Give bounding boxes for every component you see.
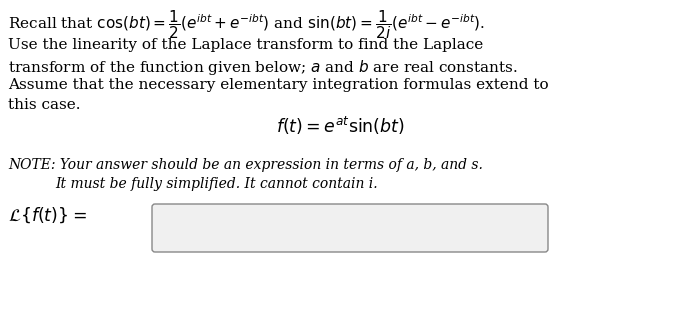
Text: It must be fully simplified. It cannot contain i.: It must be fully simplified. It cannot c… <box>55 177 377 191</box>
Text: Use the linearity of the Laplace transform to find the Laplace: Use the linearity of the Laplace transfo… <box>8 38 483 52</box>
Text: Assume that the necessary elementary integration formulas extend to: Assume that the necessary elementary int… <box>8 78 549 92</box>
Text: NOTE: Your answer should be an expression in terms of a, b, and s.: NOTE: Your answer should be an expressio… <box>8 158 483 172</box>
Text: this case.: this case. <box>8 98 80 112</box>
Text: $\mathcal{L}\{f(t)\} =$: $\mathcal{L}\{f(t)\} =$ <box>8 205 87 224</box>
FancyBboxPatch shape <box>152 204 548 252</box>
Text: transform of the function given below; $a$ and $b$ are real constants.: transform of the function given below; $… <box>8 58 518 77</box>
Text: Recall that $\cos(bt) = \dfrac{1}{2}(e^{ibt} + e^{-ibt})$ and $\sin(bt) = \dfrac: Recall that $\cos(bt) = \dfrac{1}{2}(e^{… <box>8 8 485 41</box>
Text: $f(t) = e^{at}\sin(bt)$: $f(t) = e^{at}\sin(bt)$ <box>275 115 405 137</box>
